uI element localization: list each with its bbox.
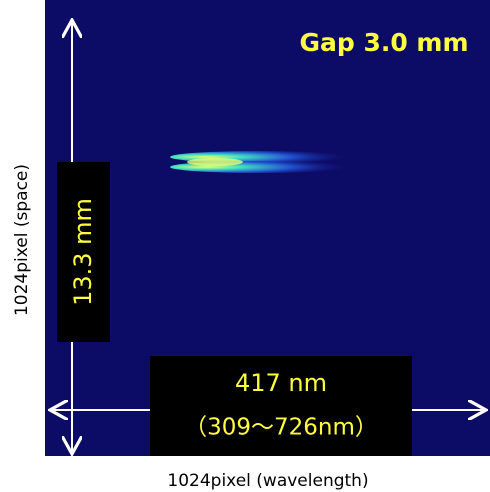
x-axis-label: 1024pixel (wavelength) bbox=[167, 471, 368, 491]
figure: 13.3 mm 417 nm （309〜726nm） Gap 3.0 mm 10… bbox=[0, 0, 490, 492]
gap-label: Gap 3.0 mm bbox=[299, 28, 468, 57]
y-axis-label: 1024pixel (space) bbox=[12, 164, 32, 316]
space-extent: 13.3 mm bbox=[69, 198, 97, 306]
wavelength-extent: 417 nm bbox=[235, 369, 327, 397]
wavelength-range: （309〜726nm） bbox=[184, 415, 378, 441]
